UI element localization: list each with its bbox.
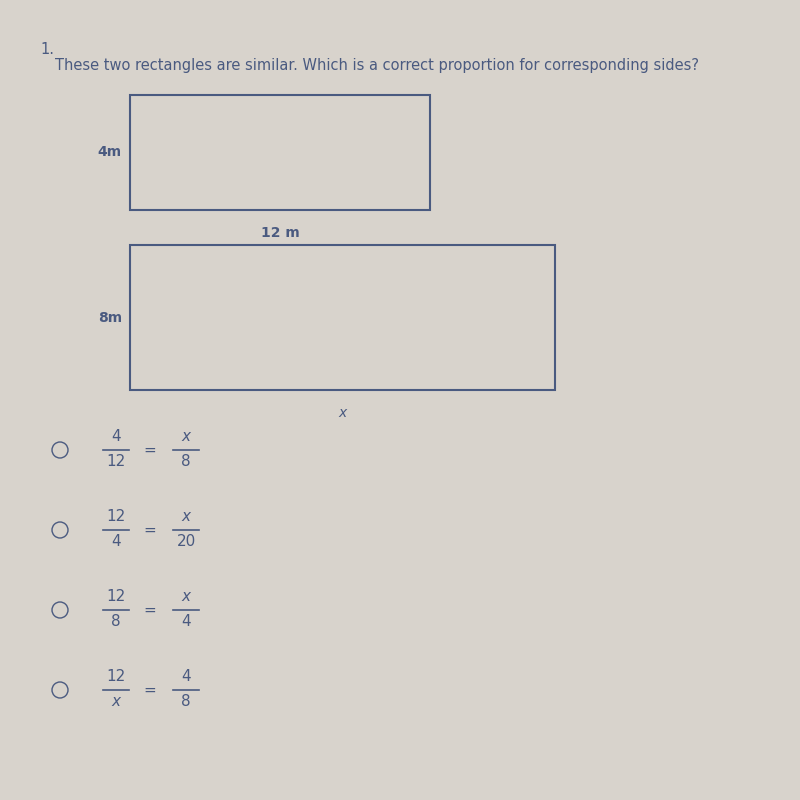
Text: 4: 4 — [111, 429, 121, 444]
Text: 1.: 1. — [40, 42, 54, 57]
Text: 12: 12 — [106, 669, 126, 684]
Text: x: x — [182, 589, 190, 604]
Text: 4: 4 — [111, 534, 121, 549]
Text: 8: 8 — [111, 614, 121, 629]
Text: 8: 8 — [181, 694, 191, 709]
Bar — [130, 95, 430, 210]
Text: 20: 20 — [176, 534, 196, 549]
Text: 12: 12 — [106, 589, 126, 604]
Text: x: x — [338, 406, 346, 420]
Text: =: = — [144, 602, 156, 618]
Text: =: = — [144, 442, 156, 458]
Text: 8: 8 — [181, 454, 191, 469]
Text: x: x — [111, 694, 121, 709]
Bar — [130, 245, 555, 390]
Text: x: x — [182, 429, 190, 444]
Text: 12: 12 — [106, 454, 126, 469]
Text: 12 m: 12 m — [261, 226, 299, 240]
Text: 8m: 8m — [98, 310, 122, 325]
Text: =: = — [144, 682, 156, 698]
Text: 4m: 4m — [98, 146, 122, 159]
Text: x: x — [182, 509, 190, 524]
Text: 4: 4 — [181, 669, 191, 684]
Text: =: = — [144, 522, 156, 538]
Text: 12: 12 — [106, 509, 126, 524]
Text: These two rectangles are similar. Which is a correct proportion for correspondin: These two rectangles are similar. Which … — [55, 58, 699, 73]
Text: 4: 4 — [181, 614, 191, 629]
